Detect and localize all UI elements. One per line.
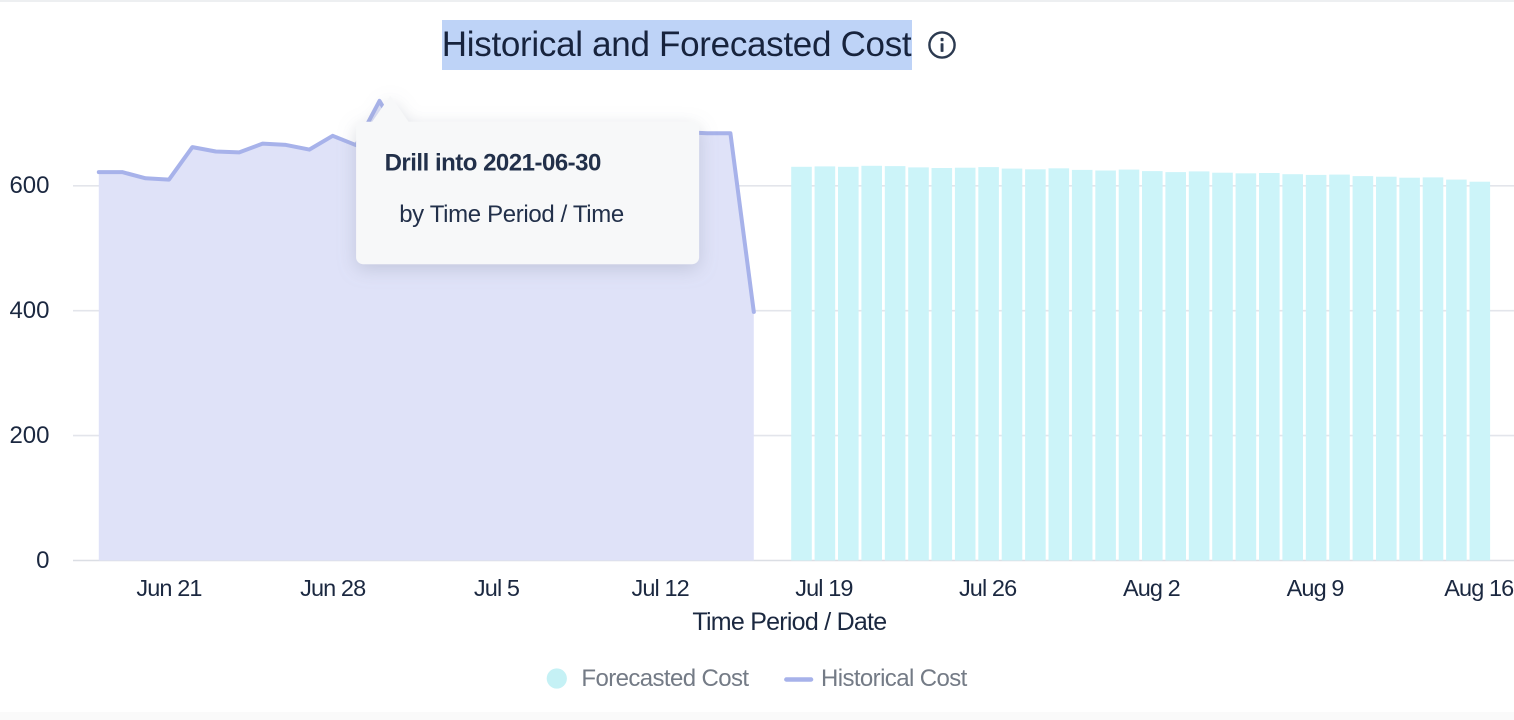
svg-text:600: 600 (9, 172, 49, 199)
svg-text:400: 400 (9, 297, 49, 324)
svg-text:200: 200 (9, 422, 49, 449)
svg-text:Jul 5: Jul 5 (474, 575, 520, 601)
svg-text:Jun 21: Jun 21 (136, 575, 201, 601)
svg-text:Drill into 2021-06-30: Drill into 2021-06-30 (385, 149, 601, 176)
svg-text:Aug 16: Aug 16 (1444, 575, 1514, 601)
svg-text:Jun 28: Jun 28 (300, 575, 366, 601)
svg-text:Forecasted Cost: Forecasted Cost (581, 665, 749, 692)
svg-text:Historical Cost: Historical Cost (821, 665, 968, 692)
svg-text:by Time Period / Time: by Time Period / Time (399, 201, 624, 228)
svg-text:Time Period / Date: Time Period / Date (692, 608, 886, 636)
svg-text:Jul 19: Jul 19 (795, 575, 852, 601)
svg-text:Jul 12: Jul 12 (632, 575, 689, 601)
svg-text:0: 0 (36, 547, 49, 574)
svg-text:Aug 9: Aug 9 (1287, 575, 1344, 601)
svg-text:Aug 2: Aug 2 (1123, 575, 1180, 601)
svg-text:Jul 26: Jul 26 (959, 575, 1017, 601)
